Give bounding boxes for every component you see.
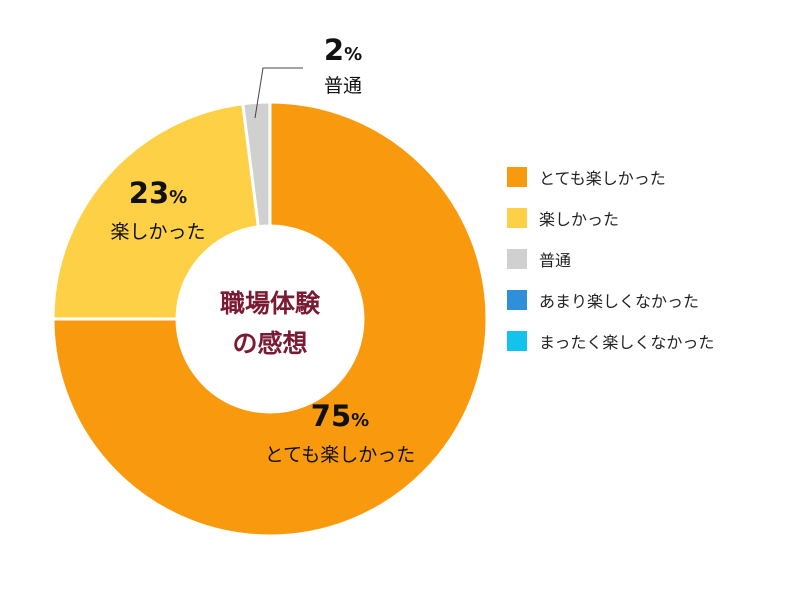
slice-label-name-1: 楽しかった — [110, 221, 205, 243]
center-title-line-2: の感想 — [232, 329, 307, 358]
slice-pct-sign-1: % — [169, 187, 187, 208]
slice-label-pct-0: 75% — [311, 399, 369, 433]
center-title-line-1: 職場体験 — [220, 289, 321, 318]
leader-line-普通 — [254, 67, 303, 119]
legend-label-0: とても楽しかった — [539, 169, 666, 188]
slice-label-pct-1: 23% — [129, 176, 187, 210]
slice-value-2: 2 — [324, 33, 344, 67]
slice-label-name-2: 普通 — [324, 75, 362, 97]
legend: とても楽しかった 楽しかった 普通 あまり楽しくなかった まったく楽しくなかった — [507, 166, 714, 371]
slice-pct-sign-2: % — [344, 44, 362, 65]
legend-item-3: あまり楽しくなかった — [507, 289, 714, 311]
legend-item-2: 普通 — [507, 248, 714, 270]
donut-slice-2 — [241, 100, 272, 229]
slice-value-0: 75 — [311, 399, 351, 433]
legend-label-1: 楽しかった — [539, 210, 620, 229]
legend-swatch-4 — [507, 331, 527, 351]
legend-swatch-0 — [507, 167, 527, 187]
slice-value-1: 23 — [129, 176, 169, 210]
legend-label-3: あまり楽しくなかった — [539, 292, 700, 311]
slice-label-name-0: とても楽しかった — [265, 444, 415, 466]
donut-slice-1 — [51, 102, 261, 321]
legend-label-2: 普通 — [539, 251, 572, 270]
slice-label-pct-2: 2% — [324, 33, 362, 67]
donut-slice-0 — [51, 100, 489, 538]
legend-item-1: 楽しかった — [507, 207, 714, 229]
legend-item-0: とても楽しかった — [507, 166, 714, 188]
legend-swatch-1 — [507, 208, 527, 228]
slice-pct-sign-0: % — [351, 410, 369, 431]
legend-label-4: まったく楽しくなかった — [539, 333, 715, 352]
legend-swatch-3 — [507, 290, 527, 310]
legend-item-4: まったく楽しくなかった — [507, 330, 714, 352]
legend-swatch-2 — [507, 249, 527, 269]
donut-slices — [51, 100, 489, 538]
